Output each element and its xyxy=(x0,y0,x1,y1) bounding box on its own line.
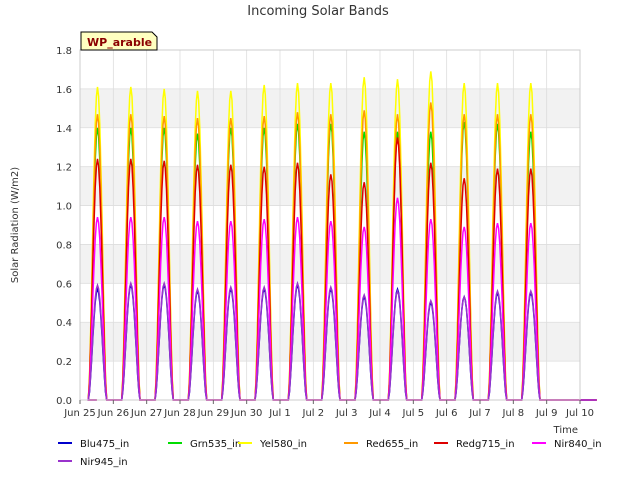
x-tick-label: Jun 27 xyxy=(130,408,163,419)
y-tick-label: 0.2 xyxy=(56,357,72,368)
x-tick-label: Jul 5 xyxy=(402,408,425,419)
legend-label: Nir840_in xyxy=(554,439,602,450)
y-tick-label: 1.6 xyxy=(56,85,72,96)
y-tick-label: 1.0 xyxy=(56,202,72,213)
legend-label: Red655_in xyxy=(366,439,418,450)
x-tick-label: Jul 7 xyxy=(468,408,491,419)
x-tick-label: Jun 26 xyxy=(97,408,130,419)
y-tick-label: 1.8 xyxy=(56,46,72,57)
y-tick-label: 1.2 xyxy=(56,163,72,174)
x-tick-label: Jun 28 xyxy=(163,408,196,419)
legend-label: Yel580_in xyxy=(259,439,307,450)
x-tick-label: Jul 8 xyxy=(502,408,525,419)
x-tick-label: Jul 9 xyxy=(535,408,558,419)
y-tick-label: 0.4 xyxy=(56,318,72,329)
legend-label: Nir945_in xyxy=(80,457,128,468)
plot-band xyxy=(80,50,580,89)
plot-band xyxy=(80,361,580,400)
x-tick-label: Jul 4 xyxy=(368,408,391,419)
chart-title: Incoming Solar Bands xyxy=(247,4,389,19)
x-tick-label: Jun 30 xyxy=(230,408,263,419)
station-badge-box xyxy=(80,31,158,51)
plot-band xyxy=(80,244,580,284)
plot-band xyxy=(80,322,580,362)
y-tick-label: 0.8 xyxy=(56,240,72,251)
station-badge-label: WP_arable xyxy=(87,36,152,49)
x-axis: Jun 25 Jun 26 Jun 27 Jun 28 Jun 29 Jun 30 Jul … xyxy=(63,400,594,419)
y-tick-label: 1.4 xyxy=(56,124,72,135)
x-tick-label: Jul 10 xyxy=(565,408,594,419)
y-axis-label: Solar Radiation (W/m2) xyxy=(10,167,21,283)
y-tick-label: 0.6 xyxy=(56,279,72,290)
x-tick-label: Jul 1 xyxy=(268,408,291,419)
x-tick-label: Jun 25 xyxy=(63,408,96,419)
x-tick-label: Jul 3 xyxy=(335,408,358,419)
y-axis: 0.0 0.2 0.4 0.6 0.8 1.0 1.2 1.4 1.6 1.8 xyxy=(56,46,72,407)
x-axis-label: Time xyxy=(553,425,578,436)
legend: Blu475_in Grn535_in Yel580_in Red655_in Redg… xyxy=(58,439,602,468)
plot-frame xyxy=(79,49,581,401)
x-tick-label: Jun 29 xyxy=(197,408,230,419)
legend-label: Redg715_in xyxy=(456,439,515,450)
x-tick-label: Jul 6 xyxy=(435,408,458,419)
x-tick-label: Jul 2 xyxy=(302,408,325,419)
legend-label: Blu475_in xyxy=(80,439,129,450)
legend-label: Grn535_in xyxy=(190,439,241,450)
y-tick-label: 0.0 xyxy=(56,396,72,407)
station-badge: WP_arable xyxy=(80,31,158,51)
